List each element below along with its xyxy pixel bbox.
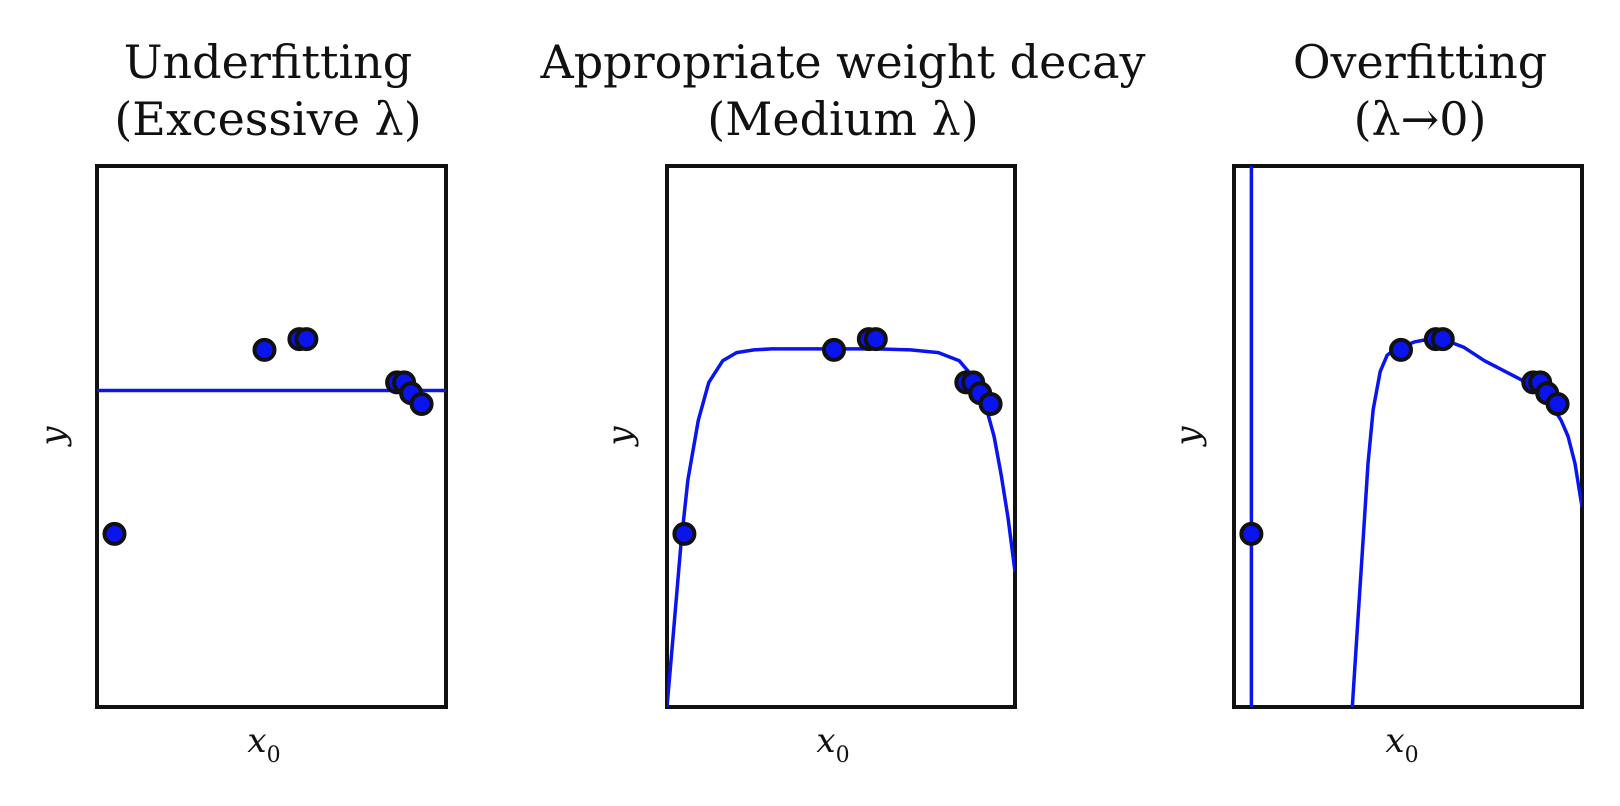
panel-overfitting: Overfitting (λ→0) y x0 — [1168, 35, 1584, 768]
data-point — [409, 392, 434, 416]
data-point — [672, 521, 697, 546]
x-axis-label: x0 — [1385, 721, 1418, 768]
x-axis-label-subscript: 0 — [1405, 743, 1419, 768]
data-point — [1545, 392, 1570, 416]
data-point — [1389, 337, 1413, 362]
data-point — [294, 327, 319, 352]
data-point — [252, 337, 277, 362]
points-layer — [1239, 327, 1570, 546]
data-point — [102, 521, 127, 546]
plot-frame — [95, 164, 448, 709]
panel-appropriate: Appropriate weight decay (Medium λ) y x0 — [539, 35, 1145, 768]
plot-frame — [665, 164, 1017, 709]
data-point — [863, 327, 888, 352]
panel-title-line1: Underfitting — [124, 35, 413, 89]
fit-layer — [1249, 166, 1582, 707]
panel-title-line2: (Excessive λ) — [114, 92, 421, 146]
data-point — [1430, 327, 1455, 352]
y-axis-label: y — [1168, 426, 1208, 448]
x-axis-label: x0 — [816, 721, 849, 768]
panel-title-line1: Appropriate weight decay — [539, 35, 1145, 89]
data-point — [978, 392, 1003, 416]
data-point — [1239, 521, 1264, 546]
data-point — [822, 337, 846, 362]
x-axis-label-main: x — [247, 721, 266, 761]
x-axis-label-main: x — [816, 721, 835, 761]
panel-title-line1: Overfitting — [1293, 35, 1547, 89]
fit-curve — [667, 347, 1015, 707]
x-axis-label-main: x — [1385, 721, 1404, 761]
x-axis-label: x0 — [247, 721, 280, 768]
fit-layer — [667, 347, 1015, 707]
panel-title-line2: (Medium λ) — [707, 92, 978, 146]
x-axis-label-subscript: 0 — [836, 743, 850, 768]
points-layer — [672, 327, 1003, 546]
points-layer — [102, 327, 434, 546]
panel-title-line2: (λ→0) — [1354, 92, 1487, 146]
x-axis-label-subscript: 0 — [267, 743, 281, 768]
panel-underfitting: Underfitting (Excessive λ) y x0 — [33, 35, 448, 768]
y-axis-label: y — [600, 426, 640, 448]
y-axis-label: y — [33, 426, 73, 448]
plot-frame — [1232, 164, 1584, 709]
